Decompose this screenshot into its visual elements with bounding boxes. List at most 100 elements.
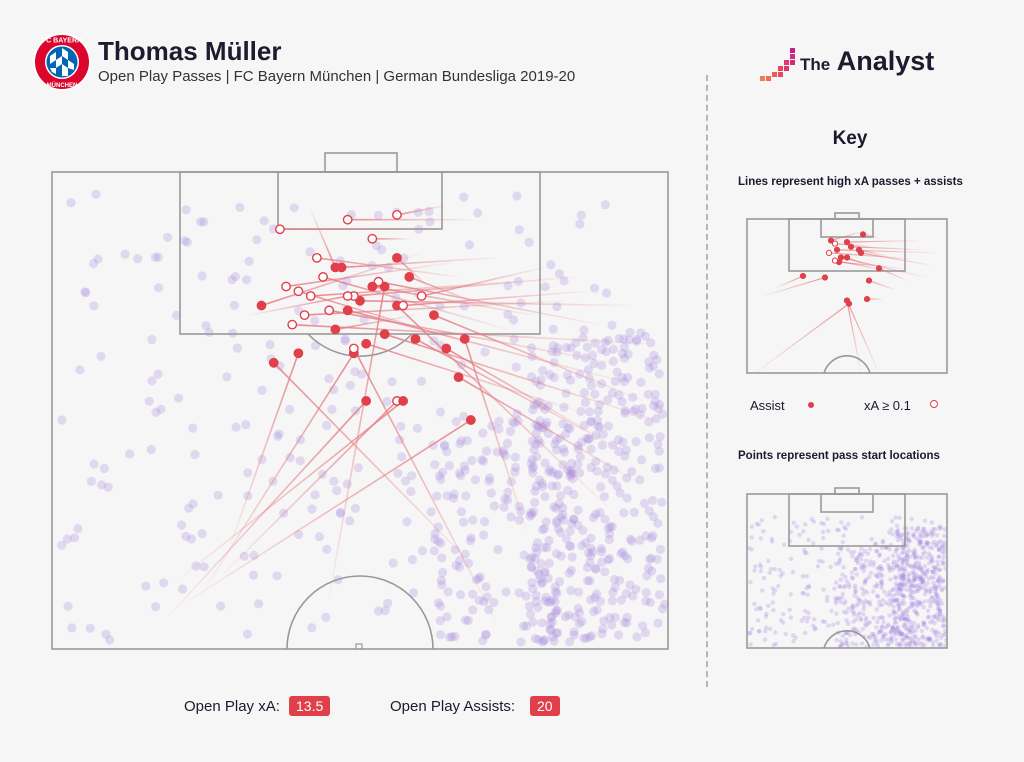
mini-pass-start-point [928,603,933,609]
mini-pass-start-point [935,578,941,583]
pass-start-point [595,596,605,606]
mini-pass-start-point [894,564,900,569]
pass-start-point [514,515,524,525]
pass-start-point [581,633,591,643]
mini-pass-start-point [896,614,901,620]
pass-start-point [619,353,630,363]
mini-pass-start-point [902,642,908,647]
pass-start-point [310,316,320,326]
pass-start-point [305,247,315,257]
mini-pass-start-point [776,583,781,589]
pass-start-point [455,439,465,449]
pass-start-point [322,420,332,431]
mini-pass-start-point [755,618,761,623]
mini-pass-start-point [942,623,947,629]
mini-pass-start-point [844,618,849,623]
mini-pass-start-point [758,536,763,541]
mini-pass-start-point [851,610,856,615]
mini-pass-start-point [903,622,909,627]
pass-start-point [639,498,650,508]
pass-start-point [549,372,559,382]
pass-start-point [563,423,573,433]
mini-pass-start-point [825,594,830,600]
mini-pass-start-point [879,545,885,551]
mini-pass-start-point [854,642,859,647]
legend-xa-label: xA ≥ 0.1 [864,398,911,413]
mini-pass-start-point [879,628,884,634]
pass-start-point [527,455,537,465]
pass-start-point [653,618,663,628]
mini-pass-start-point [917,555,922,560]
pass-start-point [509,315,519,325]
pass-start-point [412,423,423,433]
pass-start-point [528,617,538,627]
pass-start-point [184,503,194,513]
pass-start-point [549,636,559,646]
mini-pass-start-point [907,554,912,559]
mini-pass-start-point [910,569,915,575]
mini-pass-start-point [920,533,926,539]
mini-pass-start-point [849,575,855,580]
mini-pass-start-point [920,635,925,640]
pass-line [322,276,509,331]
mini-pass-start-point [917,560,922,566]
pass-start-point [543,597,553,607]
pass-start-point [442,612,452,622]
mini-pass-start-point [935,602,940,607]
pass-start-point [511,362,521,372]
mini-pass-start-point [920,577,925,582]
key-points-caption: Points represent pass start locations [738,450,940,462]
mini-pass-start-point [940,543,945,548]
brand-pixel-4 [778,66,783,71]
mini-pass-start-point [922,571,927,576]
pass-start-point [558,509,568,520]
mini-pass-start-point [886,562,891,568]
mini-pass-start-point [805,592,810,597]
mini-pass-start-point [890,626,896,631]
pass-start-point [574,619,584,629]
mini-pass-start-point [769,536,774,542]
pass-start-point [582,433,592,443]
mini-assist-marker [799,272,807,280]
key-points-pitch [746,487,948,649]
mini-pass-start-point [935,585,940,590]
pass-start-point [564,568,574,578]
xa-marker [348,343,359,354]
pass-start-point [654,590,665,600]
mini-assist-marker [843,239,851,246]
pass-start-point [437,553,447,563]
assist-marker [392,252,402,263]
pass-start-point [514,588,524,598]
mini-pass-start-point [891,611,896,617]
mini-pass-start-point [909,638,914,644]
mini-pass-start-point [886,637,891,642]
mini-pass-start-point [930,555,935,561]
pass-start-point [598,429,608,439]
pass-start-point [147,376,157,386]
pass-start-point [239,551,249,561]
mini-pass-start-point [904,587,909,592]
mini-pass-start-point [930,569,935,575]
mini-pass-start-point [901,624,907,629]
pass-start-points [57,189,670,647]
pass-line [403,290,588,307]
mini-pass-start-point [900,573,906,579]
mini-pass-start-point [918,575,923,580]
pass-start-point [133,254,143,264]
mini-pass-start-point [877,553,882,558]
mini-pass-start-point [914,554,919,559]
mini-pass-start-point [918,601,923,607]
mini-pass-start-point [883,625,888,630]
mini-pass-start-point [893,581,899,586]
pass-start-point [556,491,566,501]
mini-pass-start-point [925,541,930,546]
mini-pass-start-point [871,642,876,647]
pass-start-point [607,320,617,330]
mini-pass-start-point [748,580,753,585]
mini-pass-start-point [802,547,807,553]
pass-start-point [449,489,459,499]
mini-pass-start-point [927,637,933,642]
mini-pass-start-point [804,585,809,591]
mini-pass-start-point [930,541,935,546]
pass-start-point [442,491,452,501]
